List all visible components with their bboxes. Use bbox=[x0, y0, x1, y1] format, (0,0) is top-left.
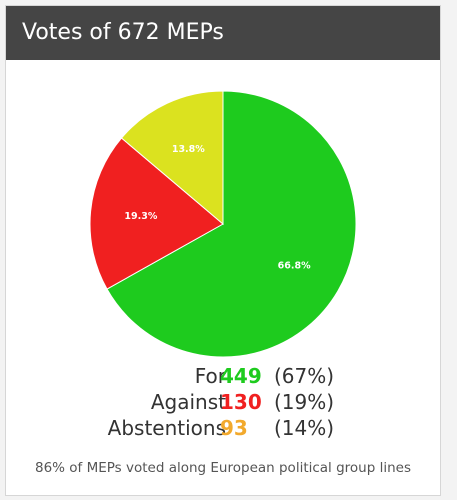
pie-label-against: 19.3% bbox=[124, 211, 157, 222]
tally-count-for: 449 bbox=[220, 364, 262, 388]
tally-row-abstentions: Abstentions 93 (14%) bbox=[6, 415, 440, 441]
pie-slice-for bbox=[106, 90, 357, 358]
tally-row-against: Against 130 (19%) bbox=[6, 389, 440, 415]
widget-title: Votes of 672 MEPs bbox=[6, 6, 440, 60]
pie-label-for: 66.8% bbox=[278, 261, 311, 272]
vote-tally: For 449 (67%) Against 130 (19%) Abstenti… bbox=[6, 363, 440, 441]
tally-label-abstentions: Abstentions bbox=[107, 416, 226, 440]
tally-label-against: Against bbox=[150, 390, 226, 414]
tally-count-against: 130 bbox=[220, 390, 262, 414]
tally-row-for: For 449 (67%) bbox=[6, 363, 440, 389]
tally-count-abstentions: 93 bbox=[220, 416, 248, 440]
pie-slice-against bbox=[89, 137, 224, 290]
tally-pct-against: (19%) bbox=[274, 390, 335, 414]
tally-pct-for: (67%) bbox=[274, 364, 335, 388]
tally-pct-abstentions: (14%) bbox=[274, 416, 335, 440]
pie-chart: 66.8% 19.3% 13.8% bbox=[89, 90, 357, 358]
pie-label-abstentions: 13.8% bbox=[172, 144, 205, 155]
tally-label-for: For bbox=[194, 364, 226, 388]
pie-slice-abstentions bbox=[120, 90, 224, 226]
footnote: 86% of MEPs voted along European politic… bbox=[34, 460, 412, 476]
pie-chart-area: 66.8% 19.3% 13.8% bbox=[6, 60, 440, 365]
votes-widget: Votes of 672 MEPs 66.8% 19.3% 13.8% For 44… bbox=[5, 5, 441, 496]
